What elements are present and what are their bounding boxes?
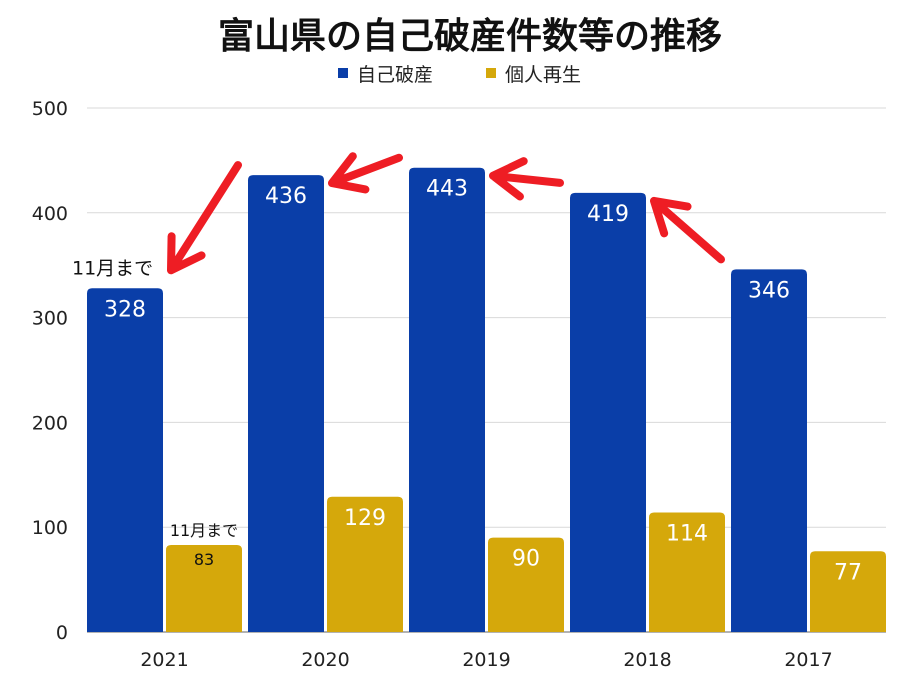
x-tick-label: 2017: [784, 649, 832, 671]
bar-value-label: 83: [194, 550, 214, 569]
chart-title: 富山県の自己破産件数等の推移: [218, 15, 722, 57]
x-tick-label: 2020: [301, 649, 349, 671]
y-tick-label: 400: [32, 203, 68, 225]
bar-value-label: 129: [344, 506, 386, 531]
bar-value-label: 328: [104, 297, 146, 322]
rehabilitation-bar-2020: [327, 496, 403, 632]
legend: 自己破産 個人再生: [338, 64, 581, 86]
y-tick-label: 300: [32, 308, 68, 330]
bankruptcy-bar-2021: [87, 288, 163, 632]
bar-value-label: 90: [512, 547, 540, 572]
annotation-label: 11月まで: [170, 521, 238, 540]
trend-arrows: [167, 152, 725, 275]
x-axis-ticks: 2021 2020 2019 2018 2017: [140, 649, 832, 671]
y-tick-label: 500: [32, 98, 68, 120]
annotation-label: 11月まで: [72, 257, 153, 279]
annotations: 11月まで 11月まで: [72, 257, 238, 540]
bar-value-label: 346: [748, 278, 790, 303]
legend-swatch: [338, 68, 348, 78]
bar-value-label: 436: [265, 184, 307, 209]
rehabilitation-bar-2019: [488, 537, 564, 632]
red-arrow-icon: [489, 157, 564, 201]
legend-swatch: [486, 68, 496, 78]
bars: [87, 167, 886, 632]
red-arrow-icon: [650, 196, 725, 264]
bankruptcy-bar-2020: [248, 175, 324, 632]
red-arrow-icon: [328, 152, 403, 194]
rehabilitation-bar-2021: [166, 545, 242, 632]
y-tick-label: 200: [32, 412, 68, 434]
y-tick-label: 0: [56, 622, 68, 644]
y-axis-ticks: 0 100 200 300 400 500: [32, 98, 68, 644]
bar-value-label: 419: [587, 202, 629, 227]
legend-label: 個人再生: [505, 64, 581, 86]
bankruptcy-bar-2018: [570, 192, 646, 632]
x-tick-label: 2019: [462, 649, 510, 671]
bar-value-label: 443: [426, 177, 468, 202]
bar-value-labels: 328 83 436 129 443 90 419 114 346 77: [104, 177, 862, 586]
rehabilitation-bar-2017: [810, 551, 886, 632]
bankruptcy-bar-2017: [731, 269, 807, 632]
y-tick-label: 100: [32, 517, 68, 539]
legend-label: 自己破産: [357, 64, 433, 86]
x-tick-label: 2018: [623, 649, 671, 671]
bar-value-label: 77: [834, 560, 862, 585]
rehabilitation-bar-2018: [649, 512, 725, 632]
bankruptcy-bar-2019: [409, 167, 485, 632]
x-tick-label: 2021: [140, 649, 188, 671]
bar-value-label: 114: [666, 522, 708, 547]
red-arrow-icon: [167, 161, 242, 275]
